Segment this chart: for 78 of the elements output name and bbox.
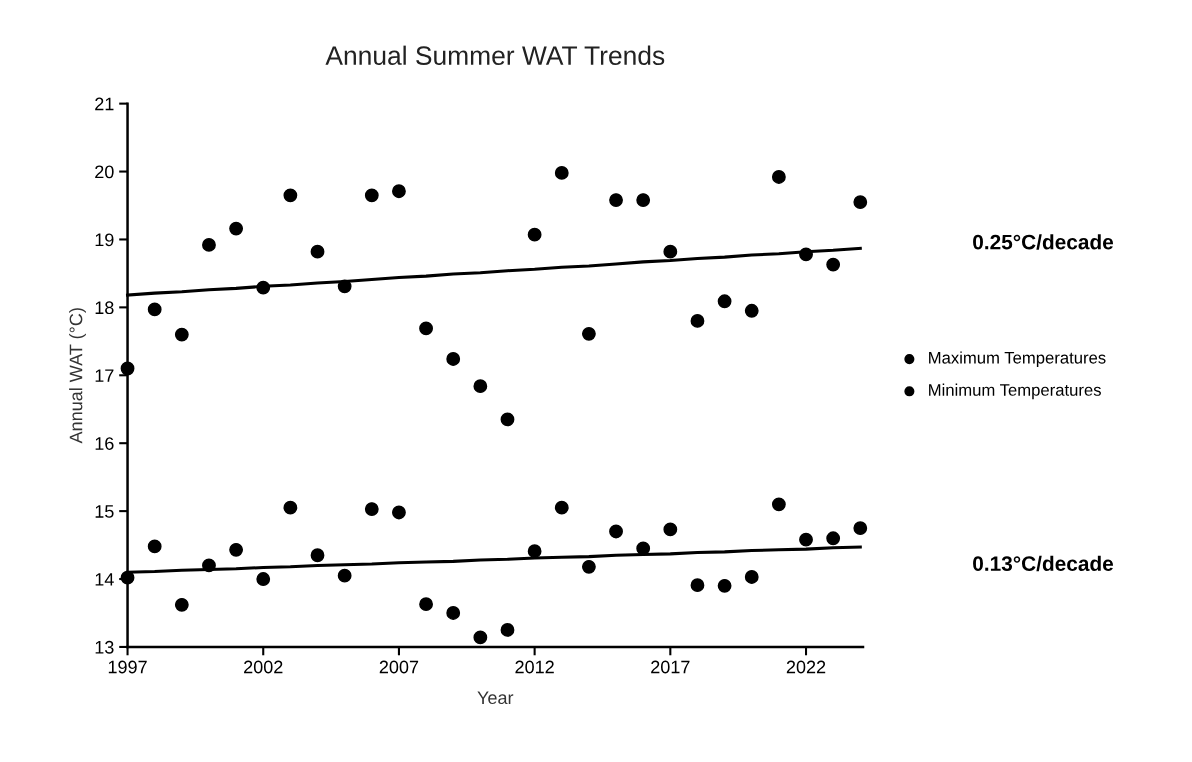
x-tick-label: 2017 bbox=[651, 660, 690, 674]
x-tick-label: 2002 bbox=[244, 660, 283, 674]
point bbox=[147, 539, 162, 554]
point bbox=[636, 541, 651, 556]
point bbox=[527, 227, 542, 242]
point bbox=[256, 280, 271, 295]
point bbox=[392, 505, 406, 520]
y-tick-label: 17 bbox=[95, 369, 114, 382]
point bbox=[744, 570, 759, 584]
x-tick-label: 2022 bbox=[786, 660, 826, 674]
text: 0.25°C/decade bbox=[973, 234, 1114, 250]
point bbox=[364, 188, 379, 203]
point bbox=[771, 497, 786, 512]
point bbox=[392, 184, 406, 199]
point bbox=[419, 321, 433, 336]
point bbox=[799, 247, 813, 262]
point bbox=[527, 544, 542, 559]
point bbox=[337, 568, 352, 583]
y-tick-label: 16 bbox=[95, 437, 114, 450]
point bbox=[771, 170, 786, 184]
y-tick-label: 19 bbox=[95, 233, 114, 247]
x-tick-label: 2007 bbox=[379, 660, 419, 674]
point bbox=[120, 570, 135, 585]
point bbox=[283, 188, 298, 203]
point bbox=[500, 412, 515, 427]
y-tick-label: 18 bbox=[95, 301, 114, 315]
point bbox=[174, 597, 189, 612]
text: 0.13°C/decade bbox=[973, 555, 1114, 572]
y-tick-label: 14 bbox=[95, 573, 114, 586]
chart-title: Annual Summer WAT Trends bbox=[325, 45, 665, 65]
point bbox=[310, 548, 325, 563]
point bbox=[799, 532, 813, 547]
point bbox=[337, 279, 352, 294]
point bbox=[446, 606, 461, 620]
point bbox=[554, 500, 569, 515]
point bbox=[147, 302, 162, 317]
point bbox=[690, 314, 705, 328]
point bbox=[554, 165, 569, 180]
x-axis-title: Year bbox=[477, 691, 514, 705]
y-tick-label: 15 bbox=[95, 505, 114, 518]
point bbox=[690, 578, 705, 593]
x-tick-label: 2012 bbox=[515, 660, 554, 674]
point bbox=[310, 244, 325, 259]
point bbox=[609, 524, 623, 539]
point bbox=[473, 630, 488, 645]
point bbox=[256, 572, 271, 586]
point bbox=[826, 531, 841, 546]
point bbox=[500, 623, 515, 637]
point bbox=[853, 195, 868, 210]
point bbox=[202, 558, 216, 573]
point bbox=[446, 352, 461, 366]
y-tick-label: 13 bbox=[95, 640, 114, 654]
point bbox=[581, 559, 596, 574]
point bbox=[609, 193, 623, 207]
point bbox=[120, 361, 135, 376]
point bbox=[229, 221, 244, 236]
point bbox=[202, 237, 216, 252]
point bbox=[826, 257, 841, 272]
point bbox=[283, 500, 298, 515]
point bbox=[663, 244, 678, 259]
point bbox=[744, 303, 759, 318]
point bbox=[636, 193, 651, 207]
point bbox=[581, 326, 596, 341]
point bbox=[663, 522, 678, 537]
point bbox=[364, 502, 379, 516]
y-tick-label: 21 bbox=[95, 97, 114, 111]
legend-label: Maximum Temperatures bbox=[929, 351, 1106, 367]
point bbox=[717, 294, 732, 309]
y-axis-title: Annual WAT (°C) bbox=[69, 308, 86, 444]
point bbox=[853, 521, 868, 535]
point bbox=[473, 379, 488, 394]
legend-label: Minimum Temperatures bbox=[929, 383, 1101, 400]
point bbox=[717, 578, 732, 593]
point bbox=[229, 542, 244, 557]
x-tick-label: 1997 bbox=[108, 660, 147, 674]
point bbox=[419, 597, 433, 612]
point bbox=[174, 327, 189, 342]
y-tick-label: 20 bbox=[95, 165, 114, 179]
